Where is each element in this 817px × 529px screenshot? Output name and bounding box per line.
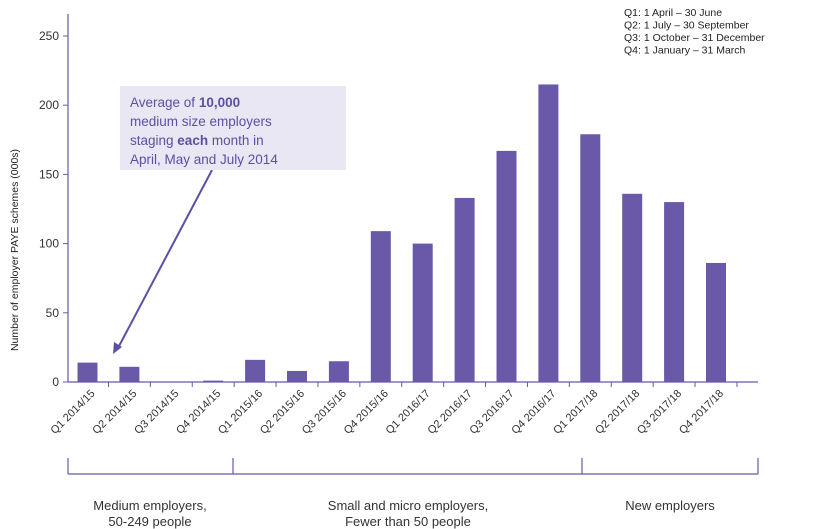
bar <box>77 362 98 382</box>
y-tick-label: 50 <box>46 306 60 320</box>
x-tick-label: Q4 2017/18 <box>677 388 726 437</box>
bar <box>412 243 433 382</box>
bar <box>496 150 517 382</box>
legend-entry: Q2: 1 July – 30 September <box>624 20 749 32</box>
group-label: New employers <box>625 498 715 513</box>
employer-groups: Medium employers,50-249 people Small and … <box>67 458 759 529</box>
y-tick-label: 200 <box>39 98 59 112</box>
group-label: Small and micro employers, <box>328 498 488 513</box>
bars <box>77 84 726 382</box>
legend-entry: Q1: 1 April – 30 June <box>624 7 722 19</box>
bar <box>370 231 391 382</box>
group-sublabel: Fewer than 50 people <box>345 514 471 529</box>
group-sublabel: 50-249 people <box>108 514 191 529</box>
bar <box>287 370 307 382</box>
bar <box>706 262 726 382</box>
annotation-arrow <box>113 169 213 354</box>
annotation-line-4: April, May and July 2014 <box>130 152 278 167</box>
bar <box>538 84 559 382</box>
annotation-line-3: staging each month in <box>130 133 264 148</box>
legend-entry: Q3: 1 October – 31 December <box>624 32 765 44</box>
bar <box>664 202 685 382</box>
bar <box>580 134 601 382</box>
bar <box>119 366 140 382</box>
y-tick-label: 100 <box>39 237 59 251</box>
bar <box>203 380 224 382</box>
annotation-box: Average of 10,000 medium size employers … <box>120 86 346 170</box>
y-tick-labels: 0 50 100 150 200 250 <box>39 29 59 389</box>
bar <box>245 359 266 382</box>
y-tick-label: 0 <box>52 375 59 389</box>
y-tick-label: 250 <box>39 29 59 43</box>
bar <box>328 361 349 382</box>
axes <box>63 14 758 387</box>
legend-entry: Q4: 1 January – 31 March <box>624 45 746 57</box>
bar <box>622 193 643 382</box>
bar <box>454 197 475 382</box>
annotation-line-2: medium size employers <box>130 114 272 129</box>
annotation-line-1: Average of 10,000 <box>130 95 241 110</box>
group-label: Medium employers, <box>93 498 206 513</box>
y-tick-label: 150 <box>39 167 59 181</box>
y-axis-label: Number of employer PAYE schemes (000s) <box>9 149 21 351</box>
